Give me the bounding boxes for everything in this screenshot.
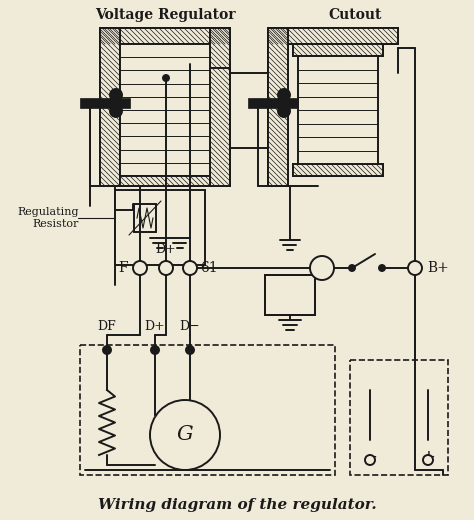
Circle shape: [151, 346, 159, 354]
Bar: [100, 28, 230, 44]
Text: Regulating
Resistor: Regulating Resistor: [17, 207, 79, 229]
Circle shape: [159, 261, 173, 275]
Text: D+: D+: [145, 320, 165, 333]
Text: DF: DF: [98, 320, 117, 333]
Bar: [100, 28, 120, 186]
Circle shape: [278, 105, 290, 117]
Bar: [268, 28, 398, 44]
Text: Voltage Regulator: Voltage Regulator: [95, 8, 235, 22]
Circle shape: [423, 455, 433, 465]
Circle shape: [408, 261, 422, 275]
Bar: [210, 28, 230, 186]
Bar: [210, 28, 230, 186]
Text: +: +: [421, 448, 435, 466]
Text: 61: 61: [200, 261, 218, 275]
Circle shape: [150, 400, 220, 470]
Bar: [293, 164, 383, 176]
Bar: [298, 56, 378, 164]
Bar: [350, 360, 448, 475]
Bar: [120, 44, 210, 176]
Bar: [100, 28, 230, 44]
Text: D+: D+: [155, 243, 176, 256]
Bar: [248, 98, 298, 108]
Bar: [293, 44, 383, 56]
Circle shape: [110, 89, 122, 101]
Text: F: F: [118, 261, 128, 275]
Circle shape: [103, 346, 111, 354]
Circle shape: [133, 261, 147, 275]
Bar: [100, 28, 120, 186]
Circle shape: [365, 455, 375, 465]
Text: Wiring diagram of the regulator.: Wiring diagram of the regulator.: [98, 498, 376, 512]
Bar: [268, 28, 398, 44]
Circle shape: [349, 265, 355, 271]
Bar: [80, 98, 130, 108]
Text: B+: B+: [427, 261, 449, 275]
Bar: [268, 28, 288, 186]
Circle shape: [163, 75, 169, 81]
Bar: [265, 275, 315, 315]
Circle shape: [379, 265, 385, 271]
Circle shape: [310, 256, 334, 280]
Text: D−: D−: [180, 320, 201, 333]
Bar: [115, 190, 205, 265]
Circle shape: [186, 346, 194, 354]
Bar: [120, 176, 210, 186]
Text: G: G: [177, 425, 193, 445]
Text: Cutout: Cutout: [328, 8, 382, 22]
Circle shape: [278, 89, 290, 101]
Bar: [293, 44, 383, 56]
Circle shape: [110, 105, 122, 117]
Bar: [134, 204, 156, 232]
Bar: [293, 164, 383, 176]
Bar: [120, 176, 210, 186]
Bar: [268, 28, 288, 186]
Bar: [80, 345, 335, 475]
Text: −: −: [363, 448, 377, 466]
Circle shape: [183, 261, 197, 275]
